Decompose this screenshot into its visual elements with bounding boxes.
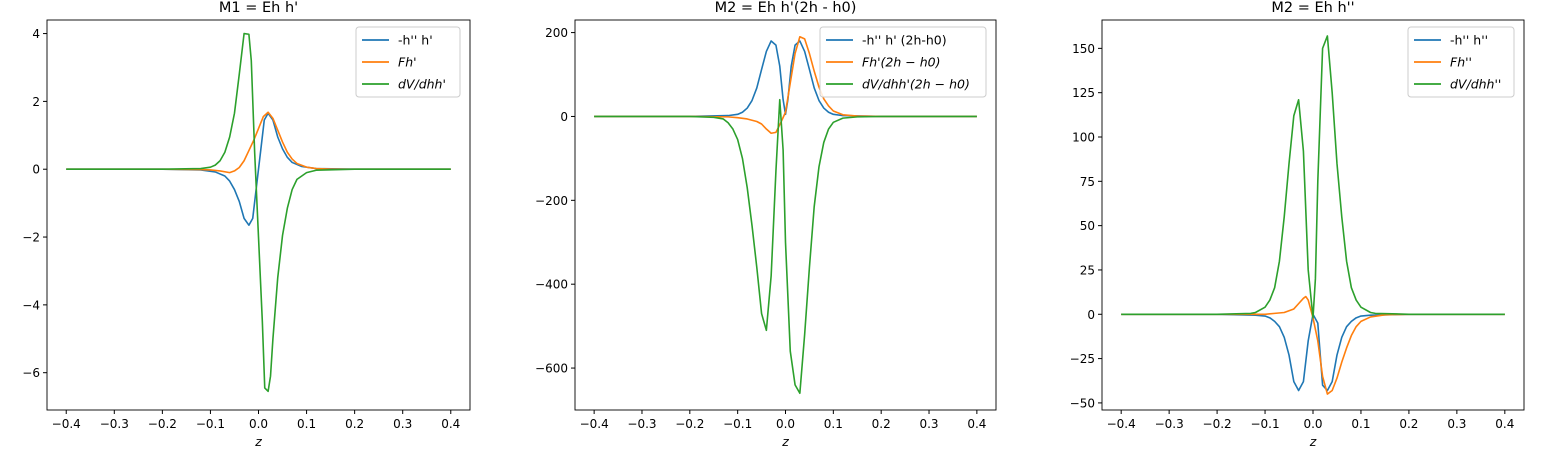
- chart-panel-3: M2 = Eh h'' −0.4 −0.3 −0.2 −0.1 0.0 0.1 0.2 0.3 0…: [1070, 0, 1525, 449]
- y-tick-label: 125: [1072, 86, 1095, 100]
- x-tick-label: −0.3: [100, 417, 129, 431]
- y-tick-label: 75: [1080, 175, 1095, 189]
- x-tick-label: 0.1: [1351, 417, 1370, 431]
- legend: -h'' h' (2h-h0) Fh'(2h − h0) dV/dhh'(2h − …: [819, 26, 987, 98]
- x-tick-label: −0.3: [1155, 417, 1184, 431]
- legend: -h'' h' Fh' dV/dhh': [355, 26, 461, 98]
- x-tick-label: −0.4: [1107, 417, 1136, 431]
- x-tick-label: 0.1: [297, 417, 316, 431]
- x-tick-label: 0.0: [776, 417, 795, 431]
- y-tick-label: 150: [1072, 42, 1095, 56]
- y-tick-label: −400: [535, 278, 568, 292]
- legend-label: -h'' h'': [1450, 33, 1488, 48]
- y-tick-label: 200: [545, 26, 568, 40]
- x-tick-label: −0.2: [148, 417, 177, 431]
- x-tick-label: 0.3: [393, 417, 412, 431]
- x-tick-label: −0.1: [1250, 417, 1279, 431]
- series-line-2: [1121, 295, 1505, 395]
- y-tick-label: 100: [1072, 131, 1095, 145]
- legend-label: dV/dhh'': [1450, 77, 1501, 92]
- y-tick-label: −2: [22, 231, 40, 245]
- legend-label: -h'' h' (2h-h0): [862, 33, 947, 48]
- series-line-1: [594, 40, 977, 118]
- legend-box: [1407, 26, 1515, 98]
- x-tick-label: 0.0: [249, 417, 268, 431]
- x-tick-label: 0.4: [1495, 417, 1514, 431]
- legend-label: dV/dhh': [398, 77, 446, 92]
- y-tick-label: 0: [560, 110, 568, 124]
- y-tick-label: −25: [1070, 352, 1095, 366]
- y-tick-label: 50: [1080, 219, 1095, 233]
- x-tick-label: 0.2: [345, 417, 364, 431]
- x-tick-label: 0.4: [967, 417, 986, 431]
- axes-frame: [1101, 19, 1525, 411]
- x-axis-label: z: [1309, 434, 1317, 449]
- x-tick-label: 0.3: [919, 417, 938, 431]
- axes-frame: [46, 19, 471, 411]
- chart-title: M2 = Eh h'': [1271, 0, 1354, 16]
- x-tick-label: 0.0: [1303, 417, 1322, 431]
- legend-label: Fh'': [1450, 55, 1472, 70]
- x-tick-label: −0.2: [675, 417, 704, 431]
- chart-title: M1 = Eh h': [219, 0, 298, 16]
- legend-label: Fh'(2h − h0): [862, 55, 940, 70]
- series-line-1: [66, 112, 451, 226]
- y-tick-label: 0: [1087, 308, 1095, 322]
- x-tick-label: 0.3: [1447, 417, 1466, 431]
- x-tick-label: −0.1: [196, 417, 225, 431]
- legend-label: dV/dhh'(2h − h0): [862, 77, 970, 92]
- y-tick-label: −200: [535, 194, 568, 208]
- series-line-2: [594, 35, 977, 135]
- x-tick-label: 0.2: [872, 417, 891, 431]
- y-tick-label: −50: [1070, 396, 1095, 410]
- legend-box: [819, 26, 987, 98]
- x-tick-label: 0.4: [441, 417, 460, 431]
- series-line-3: [66, 32, 451, 393]
- chart-panel-1: M1 = Eh h' −0.4 −0.3 −0.2 −0.1 0.0 0.1 0.2 0.3 0.…: [22, 0, 471, 449]
- series-line-2: [66, 111, 451, 174]
- y-tick-label: −6: [22, 366, 40, 380]
- x-tick-label: −0.1: [723, 417, 752, 431]
- y-tick-label: 2: [32, 95, 40, 109]
- x-tick-label: −0.3: [627, 417, 656, 431]
- legend-box: [355, 26, 461, 98]
- y-tick-label: 25: [1080, 263, 1095, 277]
- y-tick-label: −4: [22, 298, 40, 312]
- y-tick-label: −600: [535, 362, 568, 376]
- chart-panel-2: M2 = Eh h'(2h - h0) −0.4 −0.3 −0.2 −0.1 0.0 0.…: [535, 0, 997, 449]
- legend-label: Fh': [398, 55, 417, 70]
- series-line-3: [1121, 35, 1505, 319]
- chart-title: M2 = Eh h'(2h - h0): [715, 0, 857, 16]
- x-axis-label: z: [254, 434, 262, 449]
- legend-label: -h'' h': [398, 33, 433, 48]
- y-tick-label: 0: [32, 163, 40, 177]
- legend: -h'' h'' Fh'' dV/dhh'': [1407, 26, 1515, 98]
- axes-frame: [574, 19, 997, 411]
- series-line-3: [594, 98, 977, 395]
- x-axis-label: z: [781, 434, 789, 449]
- x-tick-label: 0.1: [824, 417, 843, 431]
- y-tick-label: 4: [32, 27, 40, 41]
- x-tick-label: −0.2: [1203, 417, 1232, 431]
- x-tick-label: −0.4: [52, 417, 81, 431]
- x-tick-label: −0.4: [580, 417, 609, 431]
- x-tick-label: 0.2: [1399, 417, 1418, 431]
